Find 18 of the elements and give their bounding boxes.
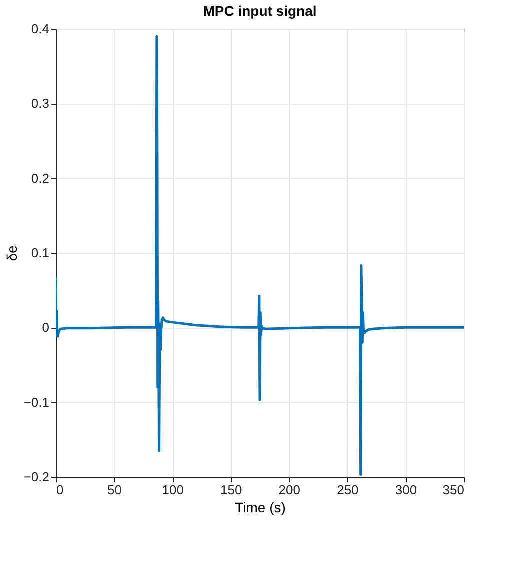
y-tick-label: 0.4 bbox=[31, 22, 50, 36]
chart-title: MPC input signal bbox=[203, 3, 317, 19]
y-axis-title: δe bbox=[4, 246, 20, 262]
x-tick-label: 50 bbox=[108, 482, 122, 498]
x-tick-label: 300 bbox=[395, 482, 418, 498]
y-tick-label: −0.2 bbox=[24, 470, 50, 484]
y-tick-label: 0.3 bbox=[31, 96, 50, 112]
y-tick-label: 0.1 bbox=[31, 246, 50, 260]
y-tick-label: 0.2 bbox=[31, 170, 50, 186]
x-tick-label: 350 bbox=[442, 482, 464, 498]
x-tick-label: 200 bbox=[278, 482, 300, 498]
y-tick-label: −0.1 bbox=[24, 394, 50, 410]
x-tick-label: 0 bbox=[56, 482, 64, 498]
y-tick-label: 0 bbox=[42, 320, 50, 336]
x-tick-label: 250 bbox=[337, 482, 359, 498]
x-axis-title: Time (s) bbox=[235, 500, 286, 516]
x-tick-label: 150 bbox=[220, 482, 242, 498]
x-tick-label: 100 bbox=[162, 482, 184, 498]
